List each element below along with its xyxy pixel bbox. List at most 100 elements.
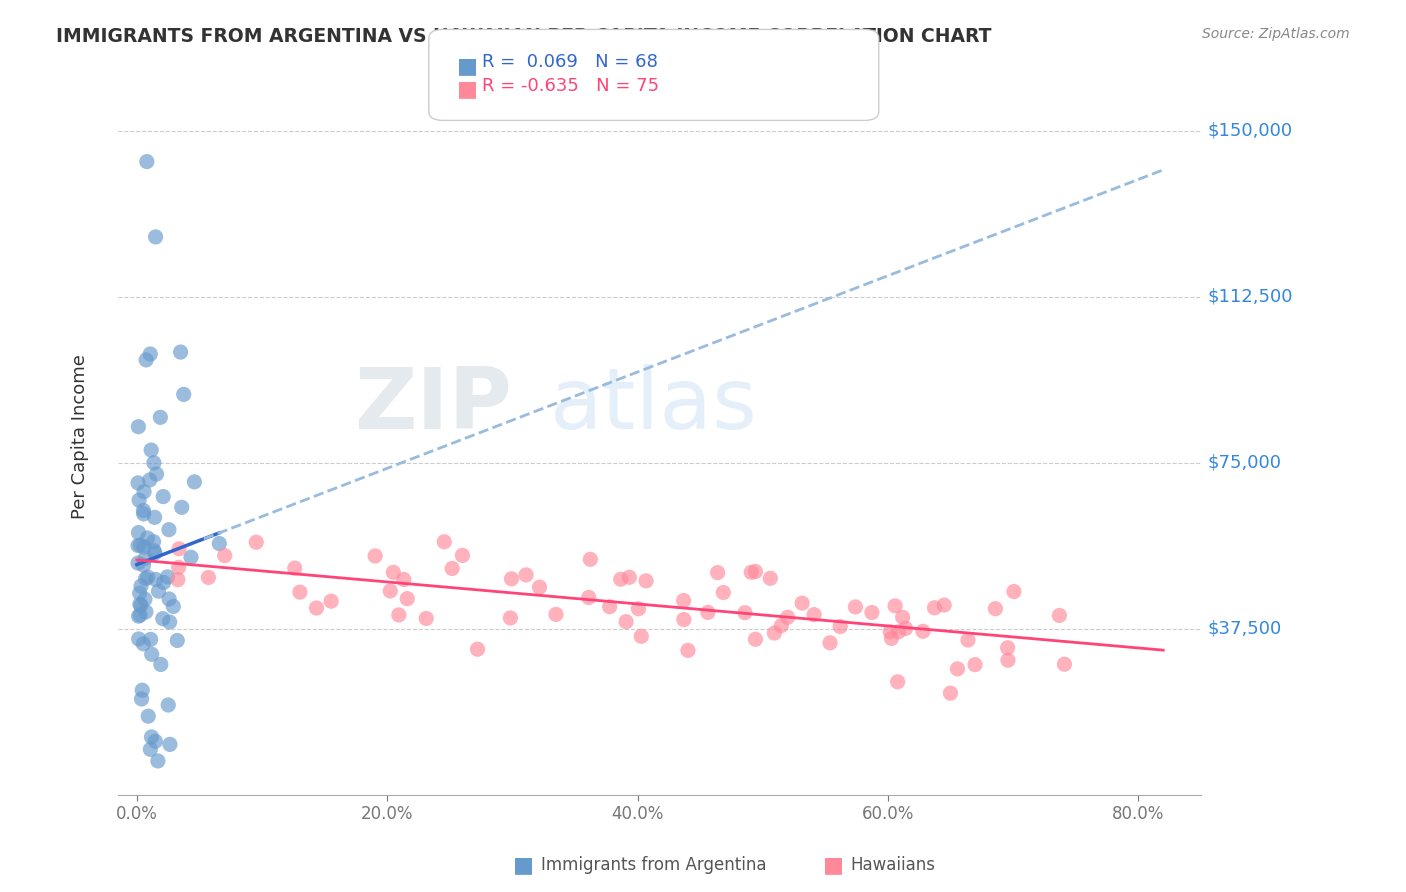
Text: $75,000: $75,000 (1206, 454, 1281, 472)
Point (128, 586, 150, 600)
Point (149, 410, 172, 425)
Point (132, 484, 155, 499)
Text: ■: ■ (513, 855, 534, 875)
Point (149, 657, 172, 672)
Point (145, 467, 167, 481)
Point (467, 642, 489, 657)
Point (127, 539, 149, 553)
Point (135, 352, 157, 367)
Point (152, 575, 174, 590)
Point (997, 653, 1019, 667)
Point (167, 541, 190, 556)
Point (891, 610, 914, 624)
Point (143, 546, 166, 560)
Point (132, 507, 155, 521)
Point (911, 624, 934, 639)
Point (139, 347, 162, 361)
Point (544, 607, 567, 622)
Point (142, 534, 165, 549)
Point (141, 648, 163, 662)
Point (619, 570, 641, 584)
Point (830, 619, 852, 633)
Point (129, 538, 152, 552)
Point (672, 613, 695, 627)
Point (706, 566, 728, 580)
Point (415, 611, 437, 625)
Point (128, 493, 150, 508)
Point (388, 607, 411, 622)
Point (143, 543, 166, 558)
Point (148, 584, 170, 599)
Point (887, 624, 910, 639)
Point (132, 503, 155, 517)
Point (984, 601, 1007, 615)
Point (364, 549, 387, 563)
Point (145, 230, 167, 244)
Point (934, 598, 956, 612)
Text: $150,000: $150,000 (1206, 121, 1292, 139)
Text: $37,500: $37,500 (1206, 620, 1281, 638)
Text: ■: ■ (823, 855, 844, 875)
Point (167, 560, 190, 574)
Point (380, 583, 402, 598)
Point (759, 571, 782, 585)
Point (609, 572, 631, 586)
Point (676, 643, 699, 657)
Point (321, 594, 343, 608)
Point (141, 442, 163, 457)
Point (884, 599, 907, 613)
Point (135, 605, 157, 619)
Point (245, 535, 267, 549)
Text: atlas: atlas (550, 364, 758, 447)
Point (860, 606, 883, 620)
Point (946, 662, 969, 676)
Point (886, 674, 908, 689)
Point (135, 572, 157, 586)
Point (599, 599, 621, 614)
Point (894, 621, 917, 635)
Point (128, 597, 150, 611)
Point (636, 574, 658, 588)
Text: Source: ZipAtlas.com: Source: ZipAtlas.com (1202, 27, 1350, 41)
Point (145, 573, 167, 587)
Point (134, 551, 156, 566)
Text: ZIP: ZIP (354, 364, 512, 447)
Point (128, 609, 150, 624)
Point (1053, 657, 1076, 672)
Text: IMMIGRANTS FROM ARGENTINA VS HAWAIIAN PER CAPITA INCOME CORRELATION CHART: IMMIGRANTS FROM ARGENTINA VS HAWAIIAN PE… (56, 27, 991, 45)
Text: $112,500: $112,500 (1206, 288, 1292, 306)
Point (614, 615, 637, 629)
Point (441, 561, 464, 575)
Point (166, 633, 188, 648)
Text: Hawaiians: Hawaiians (851, 856, 935, 874)
Point (136, 709, 159, 723)
Text: ■: ■ (457, 56, 478, 76)
Point (173, 387, 195, 401)
Point (128, 632, 150, 646)
Point (136, 570, 159, 584)
Point (157, 592, 180, 607)
Point (157, 698, 180, 712)
Point (143, 510, 166, 524)
Point (770, 618, 793, 632)
Point (159, 615, 181, 629)
Point (156, 570, 179, 584)
Point (305, 601, 328, 615)
Point (134, 540, 156, 554)
Point (167, 573, 190, 587)
Point (146, 754, 169, 768)
Point (997, 640, 1019, 655)
Point (159, 738, 181, 752)
Point (197, 570, 219, 584)
Point (183, 475, 205, 489)
Point (711, 585, 734, 599)
Point (170, 500, 193, 515)
Point (284, 561, 307, 575)
Point (143, 734, 166, 748)
Point (740, 566, 762, 580)
Point (129, 599, 152, 613)
Point (127, 556, 149, 570)
Point (803, 607, 825, 622)
Point (127, 419, 149, 434)
Point (135, 154, 157, 169)
